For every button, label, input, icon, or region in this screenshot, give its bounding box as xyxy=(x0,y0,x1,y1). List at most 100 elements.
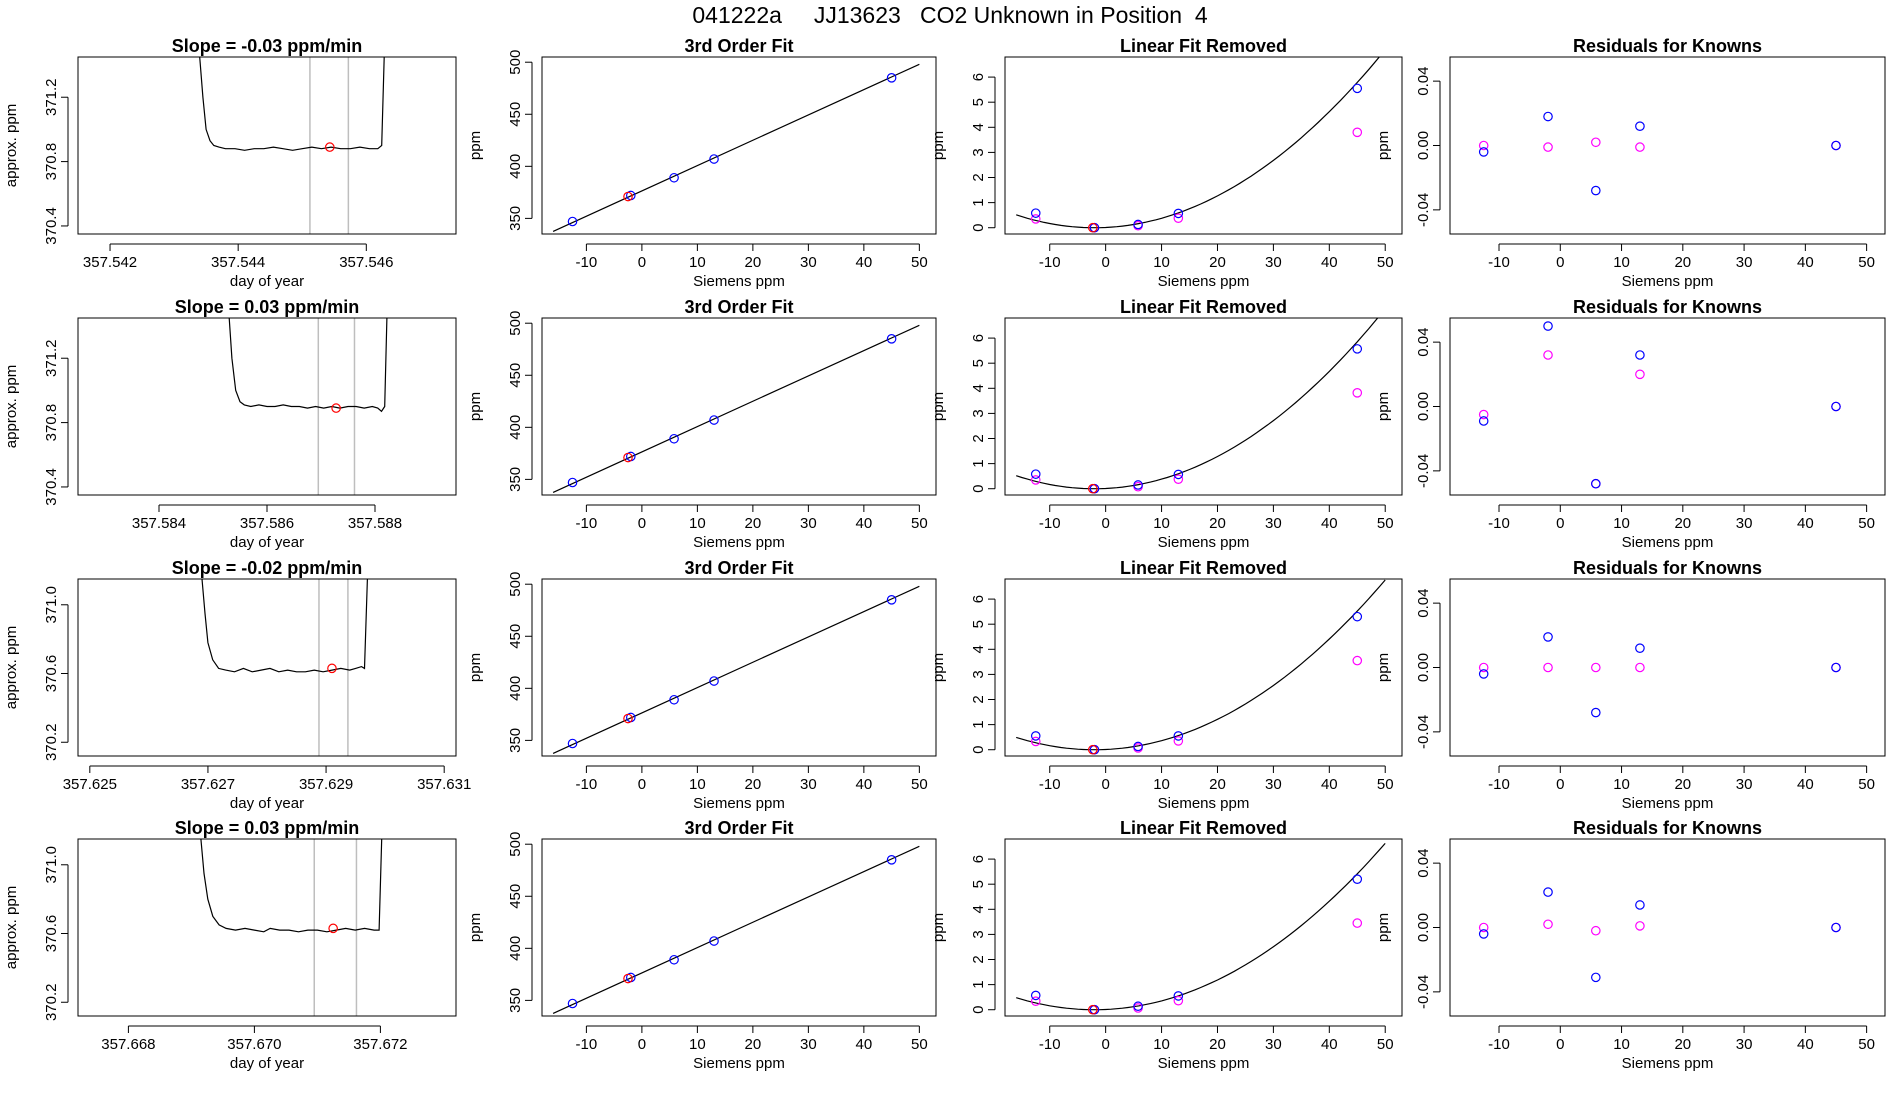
r2-linearremoved-ytick-label: 5 xyxy=(970,620,987,628)
r0-residuals-xtick-label: 30 xyxy=(1736,254,1753,271)
r3-timeseries-frame xyxy=(77,838,457,1017)
r2-residuals-known-point xyxy=(1635,643,1645,653)
r3-thirdorder-ytick-label: 500 xyxy=(507,832,524,857)
r3-timeseries-unknown-point xyxy=(328,923,338,934)
r1-thirdorder-xtick-label: 10 xyxy=(689,515,706,532)
r1-thirdorder-ylabel: ppm xyxy=(467,392,484,421)
r3-residuals-ytick-label: 0.04 xyxy=(1415,849,1432,878)
r1-linearremoved-known-point xyxy=(1030,469,1041,479)
r0-timeseries-plot-area xyxy=(199,57,385,234)
r2-timeseries-trace-line xyxy=(201,579,368,673)
r0-thirdorder-fit-line xyxy=(552,63,920,232)
r1-residuals-xtick-label: 40 xyxy=(1797,515,1814,532)
r2-residuals-known-point xyxy=(1543,632,1553,642)
r2-linearremoved-xtick-label: 50 xyxy=(1377,776,1394,793)
r2-thirdorder-plot-area xyxy=(552,585,920,754)
r0-linearremoved-known-point xyxy=(1030,208,1041,218)
r3-linearremoved-ytick-label: 1 xyxy=(970,980,987,988)
r2-residuals-title: Residuals for Knowns xyxy=(1573,558,1762,578)
r0-residuals-plot-area xyxy=(1478,111,1841,196)
r1-timeseries-xtick-label: 357.586 xyxy=(240,515,294,532)
r3-linearremoved-known-point xyxy=(1173,991,1184,1001)
r3-residuals-xtick-label: -10 xyxy=(1488,1036,1510,1053)
r3-thirdorder-xtick-label: 20 xyxy=(745,1036,762,1053)
r3-timeseries-xtick-label: 357.672 xyxy=(353,1036,407,1053)
r2-linearremoved-ytick-label: 4 xyxy=(970,645,987,653)
r2-residuals-xtick-label: 50 xyxy=(1858,776,1875,793)
r3-linearremoved-unknown-point xyxy=(1087,1004,1098,1015)
r0-thirdorder-known-point xyxy=(567,216,578,227)
r0-thirdorder-xtick-label: 50 xyxy=(911,254,928,271)
r0-residuals-xlabel: Siemens ppm xyxy=(1622,273,1714,290)
r3-thirdorder-frame xyxy=(541,838,937,1017)
r2-timeseries-xtick-label: 357.625 xyxy=(63,776,117,793)
r0-residuals-fitted-point xyxy=(1478,140,1489,151)
r2-residuals-xtick-label: 0 xyxy=(1556,776,1564,793)
r2-linearremoved-plot-area xyxy=(1016,579,1386,755)
r1-residuals-plot-area xyxy=(1478,321,1841,489)
r1-timeseries-plot-area xyxy=(228,318,388,495)
r1-residuals-fitted-point xyxy=(1478,409,1489,420)
r2-linearremoved-title: Linear Fit Removed xyxy=(1120,558,1287,578)
r3-linearremoved-xtick-label: 40 xyxy=(1321,1036,1338,1053)
r2-timeseries-xlabel: day of year xyxy=(230,795,304,812)
r2-linearremoved-known-point xyxy=(1133,741,1143,752)
r2-linearremoved-xtick-label: 10 xyxy=(1153,776,1170,793)
r0-residuals-xtick-label: 0 xyxy=(1556,254,1564,271)
r0-linearremoved-ytick-label: 6 xyxy=(970,73,987,81)
r3-linearremoved-xtick-label: 10 xyxy=(1153,1036,1170,1053)
r3-residuals-xtick-label: 10 xyxy=(1613,1036,1630,1053)
r3-residuals-known-point xyxy=(1831,922,1841,933)
r1-linearremoved-fitted-point xyxy=(1173,474,1184,484)
r3-residuals-xtick-label: 50 xyxy=(1858,1036,1875,1053)
r1-linearremoved-unknown-point xyxy=(1087,483,1098,494)
r1-timeseries-trace-line xyxy=(228,318,388,413)
r0-thirdorder-known-point xyxy=(669,172,679,183)
r1-linearremoved-known-point xyxy=(1133,480,1143,490)
r3-timeseries-plot-area xyxy=(200,839,383,1016)
r2-timeseries-frame xyxy=(77,578,457,757)
r1-thirdorder-xtick-label: 20 xyxy=(745,515,762,532)
r1-residuals-xtick-label: 10 xyxy=(1613,515,1630,532)
r0-thirdorder-unknown-point xyxy=(623,191,633,202)
r0-thirdorder-xtick-label: 40 xyxy=(856,254,873,271)
r3-residuals-xtick-label: 30 xyxy=(1736,1036,1753,1053)
r2-residuals-fitted-point xyxy=(1591,662,1601,673)
r0-linearremoved-xtick-label: 0 xyxy=(1101,254,1109,271)
r3-residuals-fitted-point xyxy=(1591,925,1601,936)
r0-residuals-known-point xyxy=(1478,147,1489,157)
r2-timeseries-xtick-label: 357.627 xyxy=(181,776,235,793)
r2-linearremoved-known-point xyxy=(1173,731,1184,741)
r2-linearremoved-xlabel: Siemens ppm xyxy=(1158,795,1250,812)
r0-linearremoved-xlabel: Siemens ppm xyxy=(1158,273,1250,290)
r2-thirdorder-xtick-label: 10 xyxy=(689,776,706,793)
r0-linearremoved-known-point xyxy=(1352,83,1363,94)
r0-residuals-known-point xyxy=(1831,140,1841,151)
r1-thirdorder-unknown-point xyxy=(623,452,633,463)
r1-linearremoved-xtick-label: 20 xyxy=(1209,515,1226,532)
r2-residuals-known-point xyxy=(1478,669,1489,679)
r3-residuals-fitted-point xyxy=(1543,919,1553,930)
r2-linearremoved-fit-curve xyxy=(1016,579,1386,751)
r3-thirdorder-unknown-point xyxy=(623,973,633,984)
r3-residuals-xtick-label: 20 xyxy=(1674,1036,1691,1053)
r2-thirdorder-known-point xyxy=(669,694,679,705)
r0-residuals-ylabel: ppm xyxy=(1375,131,1392,160)
r3-thirdorder-known-point xyxy=(709,936,719,946)
r0-linearremoved-xtick-label: 50 xyxy=(1377,254,1394,271)
r3-thirdorder-known-point xyxy=(567,998,578,1009)
r1-residuals-ytick-label: 0.00 xyxy=(1415,392,1432,421)
r3-thirdorder-ytick-label: 350 xyxy=(507,988,524,1013)
r3-thirdorder-ytick-label: 450 xyxy=(507,884,524,909)
r2-residuals-fitted-point xyxy=(1543,662,1553,673)
r2-thirdorder-ylabel: ppm xyxy=(467,653,484,682)
r3-linearremoved-xtick-label: -10 xyxy=(1039,1036,1061,1053)
r1-residuals-xtick-label: -10 xyxy=(1488,515,1510,532)
r0-thirdorder-xtick-label: -10 xyxy=(576,254,598,271)
r3-thirdorder-xtick-label: 50 xyxy=(911,1036,928,1053)
r0-thirdorder-title: 3rd Order Fit xyxy=(684,36,793,56)
r0-linearremoved-ytick-label: 5 xyxy=(970,98,987,106)
r2-residuals-ylabel: ppm xyxy=(1375,653,1392,682)
r0-timeseries-xtick-label: 357.542 xyxy=(83,254,137,271)
r1-linearremoved-xtick-label: -10 xyxy=(1039,515,1061,532)
